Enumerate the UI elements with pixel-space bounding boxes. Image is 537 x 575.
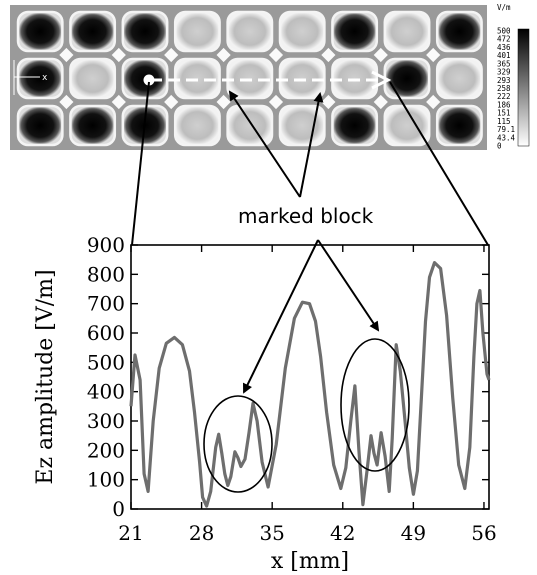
colorbar-label: 365 <box>497 59 511 68</box>
annotation-arrow-map-1 <box>228 90 301 198</box>
x-tick-label: 28 <box>189 521 214 545</box>
field-map-cell <box>16 57 64 100</box>
field-map-cell <box>435 57 483 100</box>
colorbar-label: 293 <box>497 76 511 85</box>
y-axis-label: Ez amplitude [V/m] <box>33 269 58 484</box>
y-tick-label: 500 <box>87 350 125 374</box>
colorbar-label: 222 <box>497 92 511 101</box>
field-map-cell <box>69 57 117 100</box>
colorbar: V/m 500472436401365329293258222186151115… <box>497 3 530 151</box>
colorbar-label: 258 <box>497 84 511 93</box>
colorbar-label: 472 <box>497 35 511 44</box>
x-tick-label: 49 <box>401 521 426 545</box>
x-axis-label: x [mm] <box>271 549 349 574</box>
y-tick-label: 900 <box>87 233 125 257</box>
field-map-cell <box>278 104 326 147</box>
field-map-cell <box>226 10 274 53</box>
field-map-junction <box>373 94 388 110</box>
colorbar-label: 500 <box>497 27 511 36</box>
y-tick-label: 400 <box>87 380 125 404</box>
plot-frame <box>130 244 490 510</box>
field-map-cell <box>69 104 117 147</box>
y-tick-label: 700 <box>87 292 125 316</box>
colorbar-label: 0 <box>497 142 502 151</box>
zoom-connector-left <box>131 81 150 246</box>
colorbar-label: 151 <box>497 109 511 118</box>
field-map-junction <box>321 94 336 110</box>
colorbar-label: 186 <box>497 100 511 109</box>
x-tick-label: 56 <box>471 521 496 545</box>
annotation: marked block <box>131 81 489 394</box>
colorbar-label: 329 <box>497 68 511 77</box>
field-map-axis-marker-label: x <box>42 73 48 83</box>
field-map-cell <box>383 57 431 100</box>
x-tick-label: 42 <box>330 521 355 545</box>
zoom-connector-right <box>389 81 489 246</box>
field-map-cell <box>16 104 64 147</box>
field-map-start-dot <box>143 74 155 86</box>
colorbar-labels: 50047243640136532929325822218615111579.1… <box>497 27 516 151</box>
annotation-text: marked block <box>238 204 374 228</box>
field-map-junction <box>321 47 336 63</box>
field-map-junction <box>373 47 388 63</box>
x-tick-label: 35 <box>259 521 284 545</box>
y-tick-label: 100 <box>87 468 125 492</box>
field-map-cell <box>435 10 483 53</box>
field-map-junction <box>426 47 441 63</box>
field-map-cell <box>226 104 274 147</box>
field-map-cell <box>331 10 379 53</box>
annotation-arrow-plot-1 <box>243 239 319 394</box>
field-map-cell <box>173 104 221 147</box>
line-plot: 0 100 200 300 400 500 600 700 800 900 21 28 35 42 49 5… <box>33 233 497 574</box>
colorbar-label: 115 <box>497 117 511 126</box>
marked-block-ellipse-2 <box>340 338 410 472</box>
y-tick-label: 0 <box>112 497 125 521</box>
colorbar-label: 79.1 <box>497 125 515 134</box>
series-line <box>129 261 491 508</box>
field-map-cell <box>173 10 221 53</box>
y-tick-label: 200 <box>87 438 125 462</box>
field-map-junction <box>426 94 441 110</box>
field-map-junction <box>268 47 284 63</box>
colorbar-gradient <box>517 28 530 147</box>
field-map-junction <box>268 94 284 110</box>
field-map-cell <box>121 10 169 53</box>
field-map-cell <box>435 104 483 147</box>
colorbar-label: 401 <box>497 51 511 60</box>
marked-block-ellipse-1 <box>203 395 273 493</box>
field-map-cell <box>69 10 117 53</box>
y-axis-ticks: 0 100 200 300 400 500 600 700 800 900 <box>87 233 489 521</box>
y-tick-label: 600 <box>87 321 125 345</box>
field-map-cell <box>383 104 431 147</box>
field-map-cell <box>383 10 431 53</box>
annotation-arrow-plot-2 <box>317 239 380 332</box>
colorbar-label: 436 <box>497 43 511 52</box>
field-map-cell <box>331 104 379 147</box>
field-map-cell <box>16 10 64 53</box>
colorbar-label: 43.4 <box>497 133 516 142</box>
x-axis-ticks: 21 28 35 42 49 56 <box>118 245 497 545</box>
y-tick-label: 800 <box>87 262 125 286</box>
x-tick-label: 21 <box>118 521 143 545</box>
y-tick-label: 300 <box>87 409 125 433</box>
field-map-cell <box>278 10 326 53</box>
field-map-arrowhead <box>371 70 392 90</box>
annotation-arrow-map-2 <box>299 92 324 198</box>
colorbar-unit: V/m <box>497 3 511 12</box>
field-map: x <box>10 5 487 150</box>
